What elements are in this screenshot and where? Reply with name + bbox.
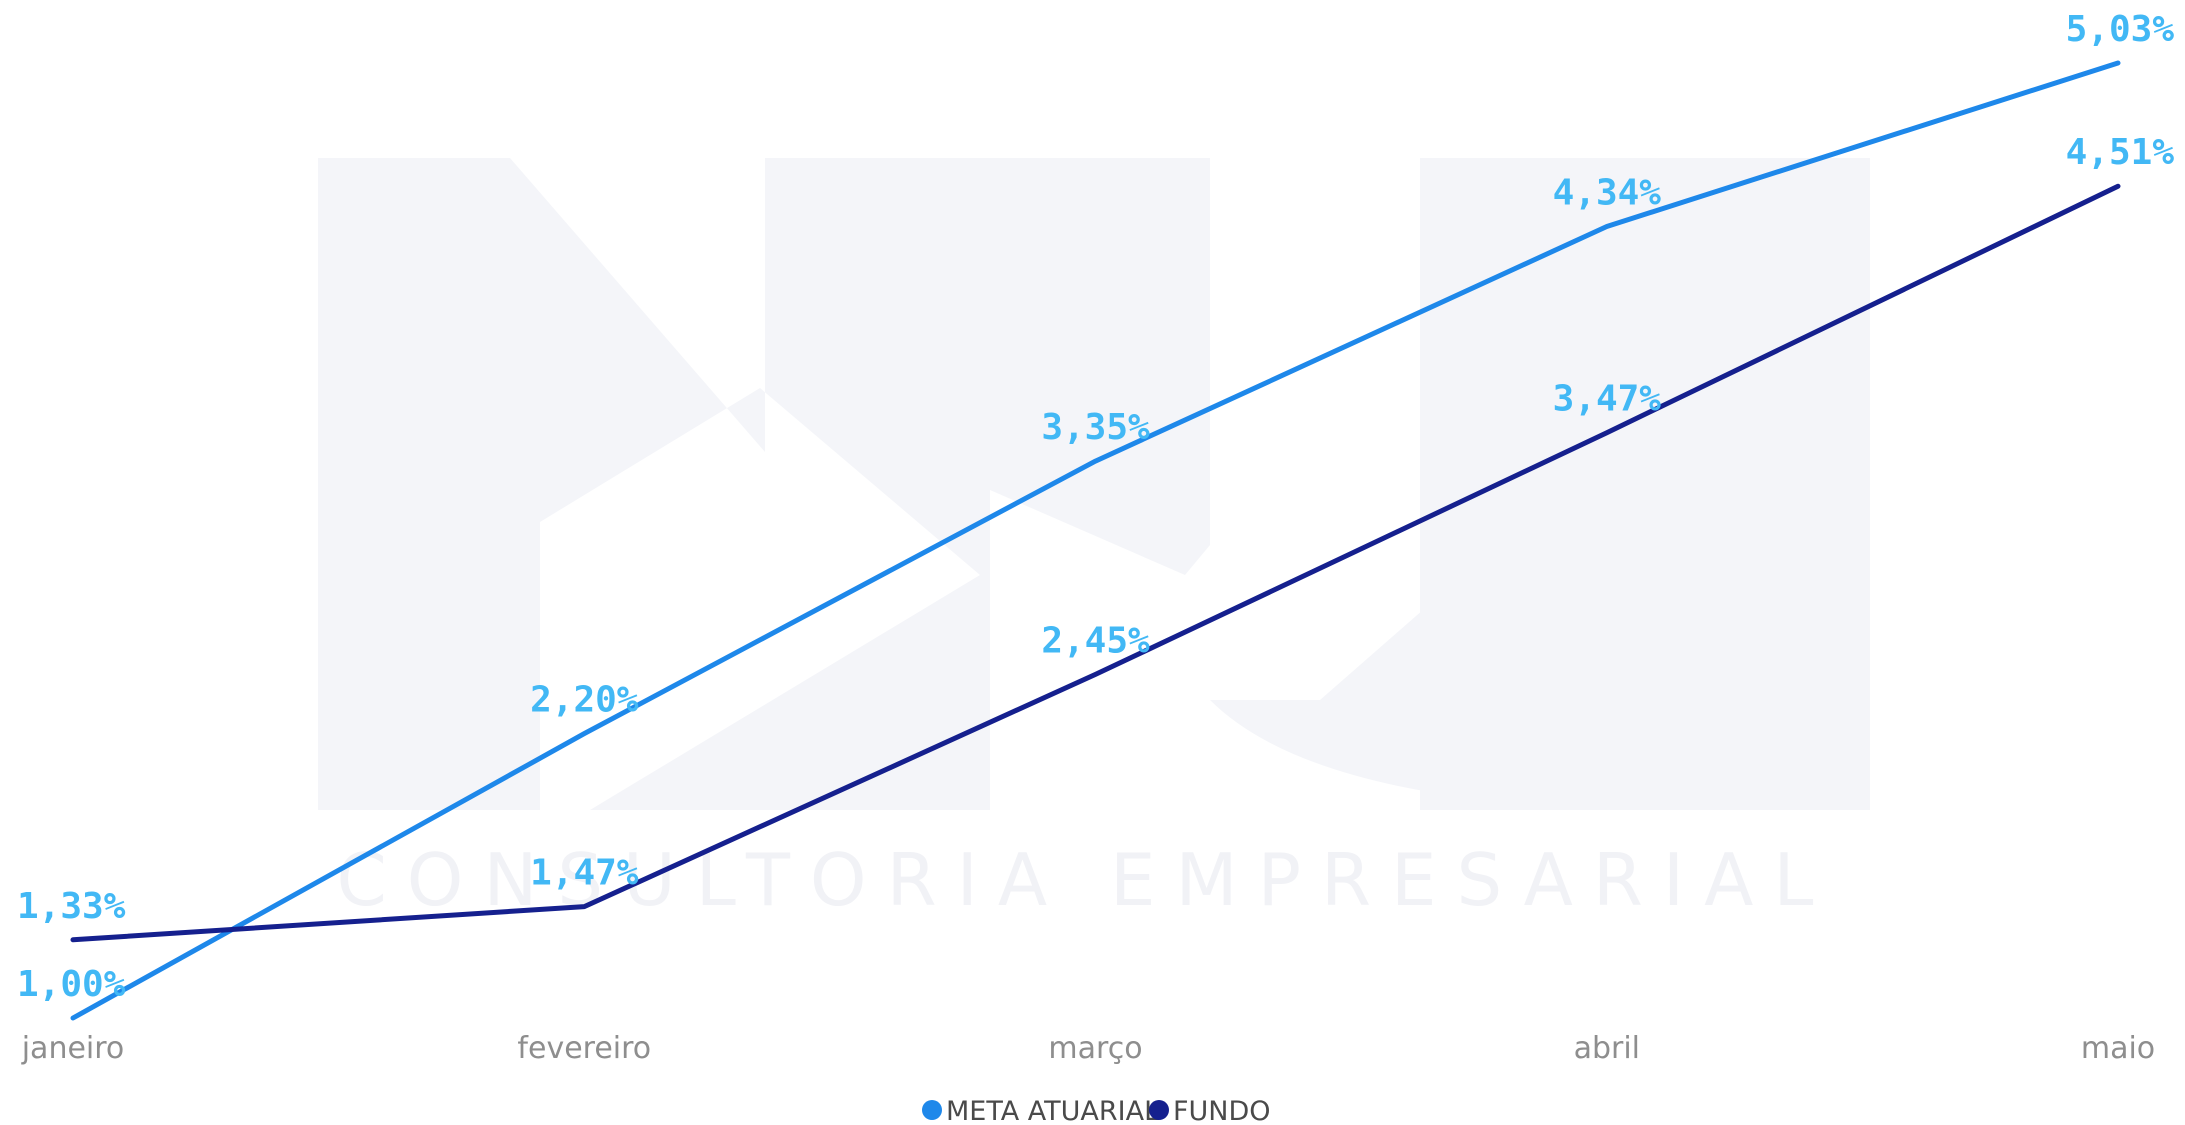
legend-label-meta-atuarial: META ATUARIAL [946, 1096, 1159, 1125]
data-label-fundo-2: 2,45% [1041, 620, 1150, 661]
x-tick-maio: maio [2081, 1031, 2155, 1066]
data-label-fundo-4: 4,51% [2066, 132, 2175, 173]
data-label-meta-atuarial-0: 1,00% [17, 964, 126, 1005]
series-layer [70, 60, 2121, 1021]
legend-item-meta-atuarial[interactable]: META ATUARIAL [922, 1096, 1159, 1125]
x-tick-abril: abril [1574, 1031, 1640, 1066]
series-line-fundo[interactable] [70, 183, 2121, 943]
x-tick-fevereiro: fevereiro [517, 1031, 651, 1066]
data-label-fundo-0: 1,33% [17, 886, 126, 927]
data-label-meta-atuarial-2: 3,35% [1041, 407, 1150, 448]
data-label-meta-atuarial-4: 5,03% [2066, 9, 2175, 50]
data-label-meta-atuarial-1: 2,20% [530, 680, 639, 721]
legend-marker-fundo [1149, 1100, 1169, 1120]
series-line-meta-atuarial[interactable] [70, 60, 2121, 1021]
data-label-fundo-3: 3,47% [1553, 379, 1662, 420]
x-axis: janeiro fevereiro março abril maio [21, 1031, 2155, 1066]
legend-label-fundo: FUNDO [1173, 1096, 1271, 1125]
data-labels: 1,00% 2,20% 3,35% 4,34% 5,03% 1,33% 1,47% 2,45%… [17, 9, 2174, 1005]
legend-marker-meta-atuarial [922, 1100, 942, 1120]
legend-item-fundo[interactable]: FUNDO [1149, 1096, 1271, 1125]
watermark-logo: CONSULTORIA EMPRESARIAL [318, 158, 1870, 922]
x-tick-janeiro: janeiro [21, 1031, 125, 1066]
data-label-meta-atuarial-3: 4,34% [1553, 173, 1662, 214]
legend: META ATUARIAL FUNDO [922, 1096, 1271, 1125]
data-label-fundo-1: 1,47% [530, 853, 639, 894]
x-tick-marco: março [1048, 1031, 1142, 1066]
